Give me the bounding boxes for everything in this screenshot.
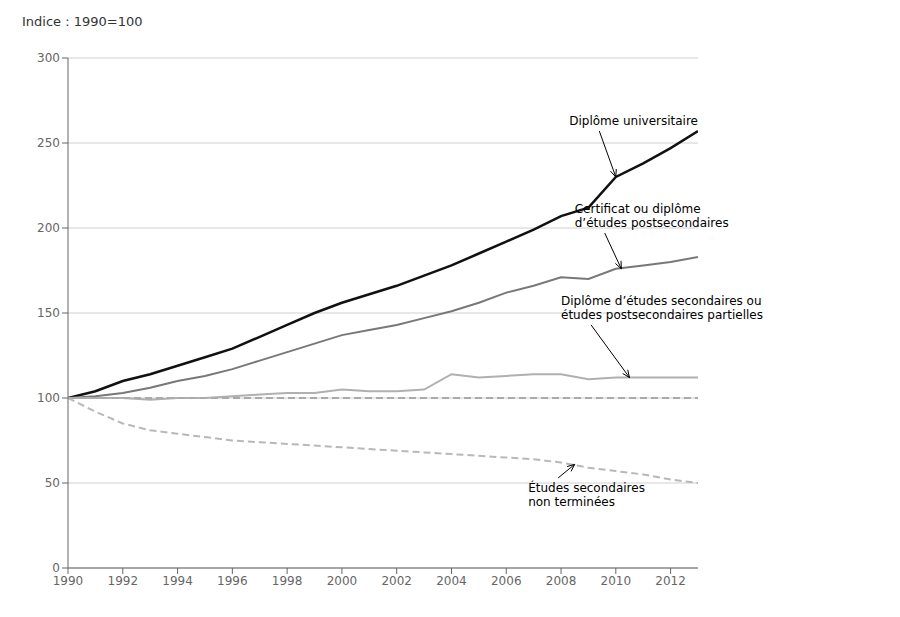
svg-text:Études secondairesnon terminée: Études secondairesnon terminées xyxy=(528,480,645,509)
svg-text:Diplôme d’études secondaires o: Diplôme d’études secondaires ouétudes po… xyxy=(561,294,763,322)
svg-text:100: 100 xyxy=(37,391,60,405)
svg-text:2012: 2012 xyxy=(655,574,686,588)
svg-text:2006: 2006 xyxy=(491,574,522,588)
svg-text:1992: 1992 xyxy=(108,574,139,588)
svg-text:Diplôme universitaire: Diplôme universitaire xyxy=(569,114,698,128)
svg-text:1994: 1994 xyxy=(162,574,193,588)
svg-text:150: 150 xyxy=(37,306,60,320)
svg-text:2008: 2008 xyxy=(546,574,577,588)
svg-text:300: 300 xyxy=(37,51,60,65)
html-text:Indice : 1990=100: Indice : 1990=100 xyxy=(22,14,143,29)
svg-text:0: 0 xyxy=(52,561,60,575)
svg-text:2002: 2002 xyxy=(381,574,412,588)
svg-text:200: 200 xyxy=(37,221,60,235)
svg-text:2004: 2004 xyxy=(436,574,467,588)
svg-text:1998: 1998 xyxy=(272,574,303,588)
svg-text:2000: 2000 xyxy=(327,574,358,588)
svg-text:1990: 1990 xyxy=(53,574,84,588)
svg-text:50: 50 xyxy=(45,476,60,490)
svg-text:1996: 1996 xyxy=(217,574,248,588)
svg-text:2010: 2010 xyxy=(601,574,632,588)
svg-text:Certificat ou diplômed’études: Certificat ou diplômed’études postsecond… xyxy=(575,202,729,230)
svg-text:250: 250 xyxy=(37,136,60,150)
